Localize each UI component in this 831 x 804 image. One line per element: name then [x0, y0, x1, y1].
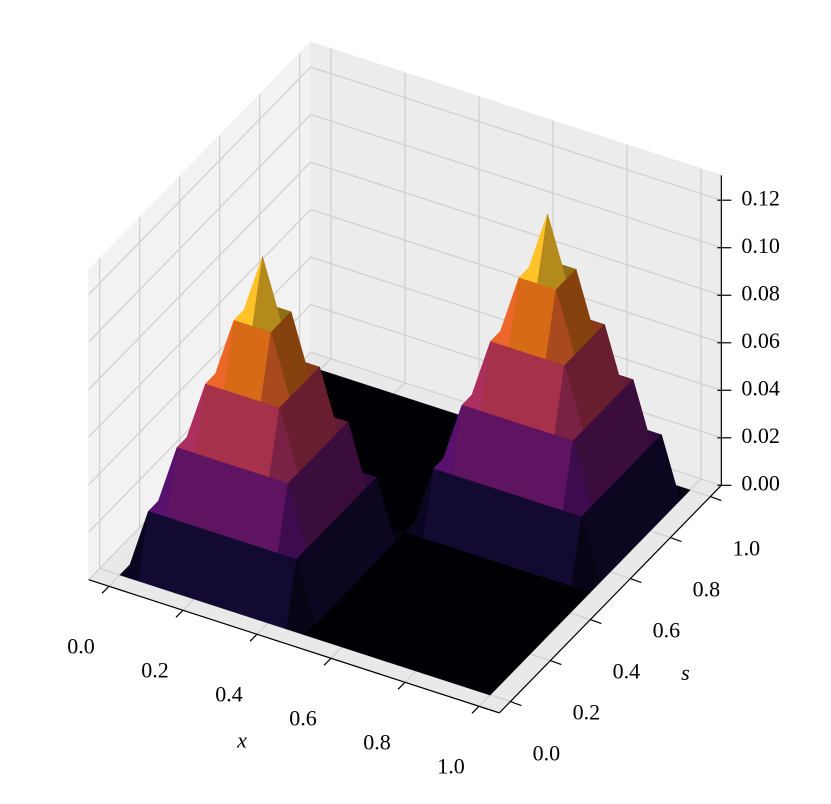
y-tick [630, 578, 642, 584]
y-tick-label: 0.2 [573, 700, 601, 725]
z-tick-label: 0.04 [741, 375, 780, 400]
x-tick-label: 0.6 [289, 705, 317, 730]
x-tick [101, 585, 110, 594]
y-tick [670, 537, 682, 543]
y-tick [550, 660, 562, 666]
z-tick-label: 0.10 [741, 233, 780, 258]
grid-line [310, 208, 722, 344]
x-tick [323, 657, 332, 666]
x-tick [249, 633, 258, 642]
y-tick-label: 1.0 [733, 536, 761, 561]
y-tick [510, 701, 522, 707]
y-tick [590, 619, 602, 625]
z-tick-label: 0.06 [741, 328, 780, 353]
z-tick-label: 0.08 [741, 280, 780, 305]
y-tick-label: 0.0 [533, 741, 561, 766]
x-tick [175, 609, 184, 618]
x-tick-label: 0.2 [141, 657, 169, 682]
x-tick-label: 0.8 [363, 729, 391, 754]
x-tick [471, 705, 480, 714]
x-axis-label: x [236, 727, 247, 752]
x-tick-label: 0.0 [67, 633, 95, 658]
x-tick [397, 681, 406, 690]
grid-line [310, 113, 722, 249]
y-axis-line [498, 484, 722, 714]
grid-line [88, 161, 312, 391]
x-axis-line [88, 579, 500, 714]
z-tick-label: 0.02 [741, 423, 780, 448]
surface [119, 214, 691, 696]
y-tick-label: 0.8 [693, 577, 721, 602]
x-tick-label: 1.0 [437, 753, 465, 778]
y-axis-label: s [681, 660, 690, 685]
y-tick-label: 0.6 [653, 618, 681, 643]
y-tick-label: 0.4 [613, 659, 641, 684]
grid-line [88, 66, 312, 295]
z-tick-label: 0.12 [741, 185, 780, 210]
surface-face [471, 678, 501, 696]
grid-line [310, 161, 722, 296]
grid-line [310, 66, 722, 201]
axes: 0.0 0.2 0.4 0.6 0.8 1.0 0.0 0.2 0.4 0.6 0.8 1.0 0.00… [67, 175, 780, 778]
y-tick [710, 496, 722, 502]
grid-line [88, 256, 312, 486]
grid-line [88, 114, 312, 343]
z-tick-label: 0.00 [741, 470, 780, 495]
x-tick-label: 0.4 [215, 681, 243, 706]
grid-line [88, 209, 312, 438]
